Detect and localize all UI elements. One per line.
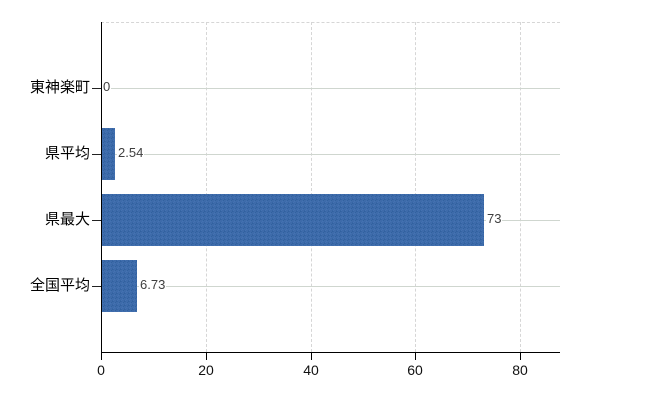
category-label: 県最大 [44, 211, 90, 228]
x-tick-label: 40 [303, 362, 319, 378]
y-axis-tick [92, 220, 101, 221]
x-axis [101, 352, 560, 353]
x-axis-tick [520, 353, 521, 360]
category-gridline [102, 88, 560, 89]
category-gridline [102, 154, 560, 155]
y-axis-tick [92, 154, 101, 155]
category-label: 県平均 [44, 145, 90, 162]
y-axis-tick [92, 88, 101, 89]
vertical-gridline [206, 22, 207, 352]
category-gridline [102, 286, 560, 287]
vertical-gridline [415, 22, 416, 352]
value-label: 2.54 [117, 145, 145, 161]
value-label: 6.73 [139, 277, 167, 293]
category-label: 全国平均 [29, 277, 90, 294]
vertical-gridline [520, 22, 521, 352]
x-tick-label: 60 [407, 362, 423, 378]
plot-top-border [101, 22, 560, 23]
bar [102, 194, 484, 246]
x-axis-tick [206, 353, 207, 360]
x-axis-tick [311, 353, 312, 360]
bar [102, 128, 115, 180]
value-label: 0 [102, 79, 112, 95]
y-axis [101, 22, 102, 352]
value-label: 73 [486, 211, 503, 227]
vertical-gridline [311, 22, 312, 352]
x-axis-tick [101, 353, 102, 360]
x-tick-label: 80 [512, 362, 528, 378]
x-axis-tick [415, 353, 416, 360]
x-tick-label: 0 [97, 362, 105, 378]
bar [102, 260, 137, 312]
y-axis-tick [92, 286, 101, 287]
category-label: 東神楽町 [29, 79, 90, 96]
x-tick-label: 20 [198, 362, 214, 378]
